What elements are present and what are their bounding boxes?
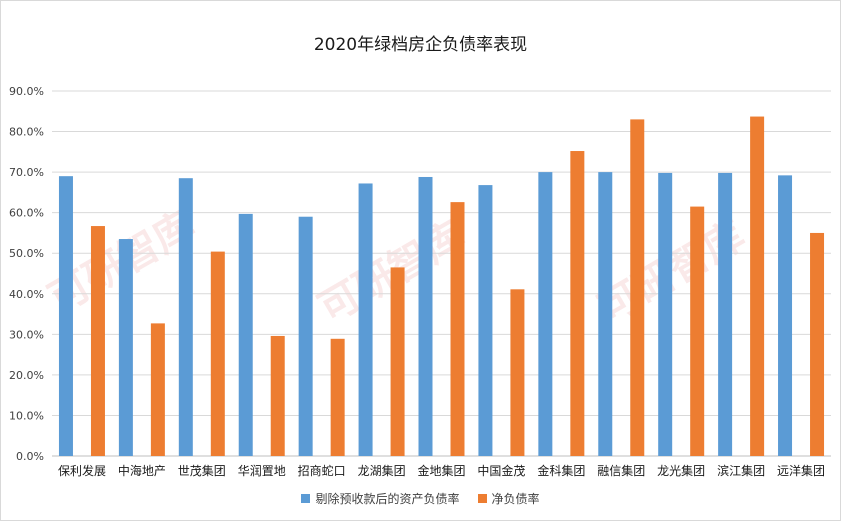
legend-item-asset-ratio: 剔除预收款后的资产负债率 <box>301 490 460 507</box>
bar-net-debt <box>570 151 585 456</box>
legend: 剔除预收款后的资产负债率 净负债率 <box>0 490 841 507</box>
bar-asset-ratio <box>658 172 673 456</box>
bar-net-debt <box>150 323 165 456</box>
bar-asset-ratio <box>598 172 613 456</box>
y-tick-label: 40.0% <box>9 288 44 301</box>
x-tick-label: 远洋集团 <box>777 463 825 478</box>
x-tick-label: 金地集团 <box>417 463 465 478</box>
bar-net-debt <box>690 206 705 456</box>
bar-net-debt <box>630 119 645 456</box>
y-tick-label: 70.0% <box>9 166 44 179</box>
x-tick-label: 招商蛇口 <box>298 463 346 478</box>
chart-title: 2020年绿档房企负债率表现 <box>313 35 528 55</box>
bar-asset-ratio <box>358 183 373 456</box>
y-tick-label: 10.0% <box>9 409 44 422</box>
bar-asset-ratio <box>418 176 433 456</box>
legend-swatch-orange <box>477 494 487 503</box>
bar-net-debt <box>390 267 405 456</box>
y-tick-label: 90.0% <box>9 85 44 98</box>
x-tick-label: 金科集团 <box>537 463 585 478</box>
x-tick-label: 龙光集团 <box>657 463 705 478</box>
x-tick-label: 龙湖集团 <box>358 463 406 478</box>
bar-net-debt <box>210 251 225 456</box>
legend-item-net-debt: 净负债率 <box>477 490 540 507</box>
bar-asset-ratio <box>178 178 193 456</box>
legend-label: 净负债率 <box>491 492 540 506</box>
x-tick-label: 中海地产 <box>118 463 166 478</box>
x-tick-label: 融信集团 <box>597 463 645 478</box>
bar-asset-ratio <box>778 175 793 456</box>
y-tick-label: 60.0% <box>9 207 44 220</box>
bar-asset-ratio <box>58 176 73 456</box>
bar-net-debt <box>90 226 105 456</box>
legend-label: 剔除预收款后的资产负债率 <box>315 492 460 506</box>
bar-net-debt <box>270 335 285 456</box>
bar-net-debt <box>330 338 345 456</box>
x-tick-label: 世茂集团 <box>178 463 226 478</box>
y-tick-label: 20.0% <box>9 369 44 382</box>
bar-asset-ratio <box>538 172 553 456</box>
bar-asset-ratio <box>478 185 493 457</box>
y-tick-label: 30.0% <box>9 328 44 341</box>
x-tick-label: 滨江集团 <box>717 463 765 478</box>
y-tick-label: 0.0% <box>16 450 44 463</box>
x-tick-label: 中国金茂 <box>477 463 525 478</box>
bar-asset-ratio <box>718 172 733 456</box>
y-tick-label: 80.0% <box>9 126 44 139</box>
x-tick-label: 华润置地 <box>238 464 286 478</box>
x-tick-label: 保利发展 <box>58 463 106 478</box>
y-tick-label: 50.0% <box>9 247 44 260</box>
bar-asset-ratio <box>238 213 253 456</box>
bar-net-debt <box>510 289 525 456</box>
bar-asset-ratio <box>118 239 133 456</box>
legend-swatch-blue <box>301 494 311 503</box>
bar-net-debt <box>450 202 465 456</box>
bar-asset-ratio <box>298 216 313 456</box>
bar-net-debt <box>750 116 765 457</box>
bar-net-debt <box>810 232 825 456</box>
